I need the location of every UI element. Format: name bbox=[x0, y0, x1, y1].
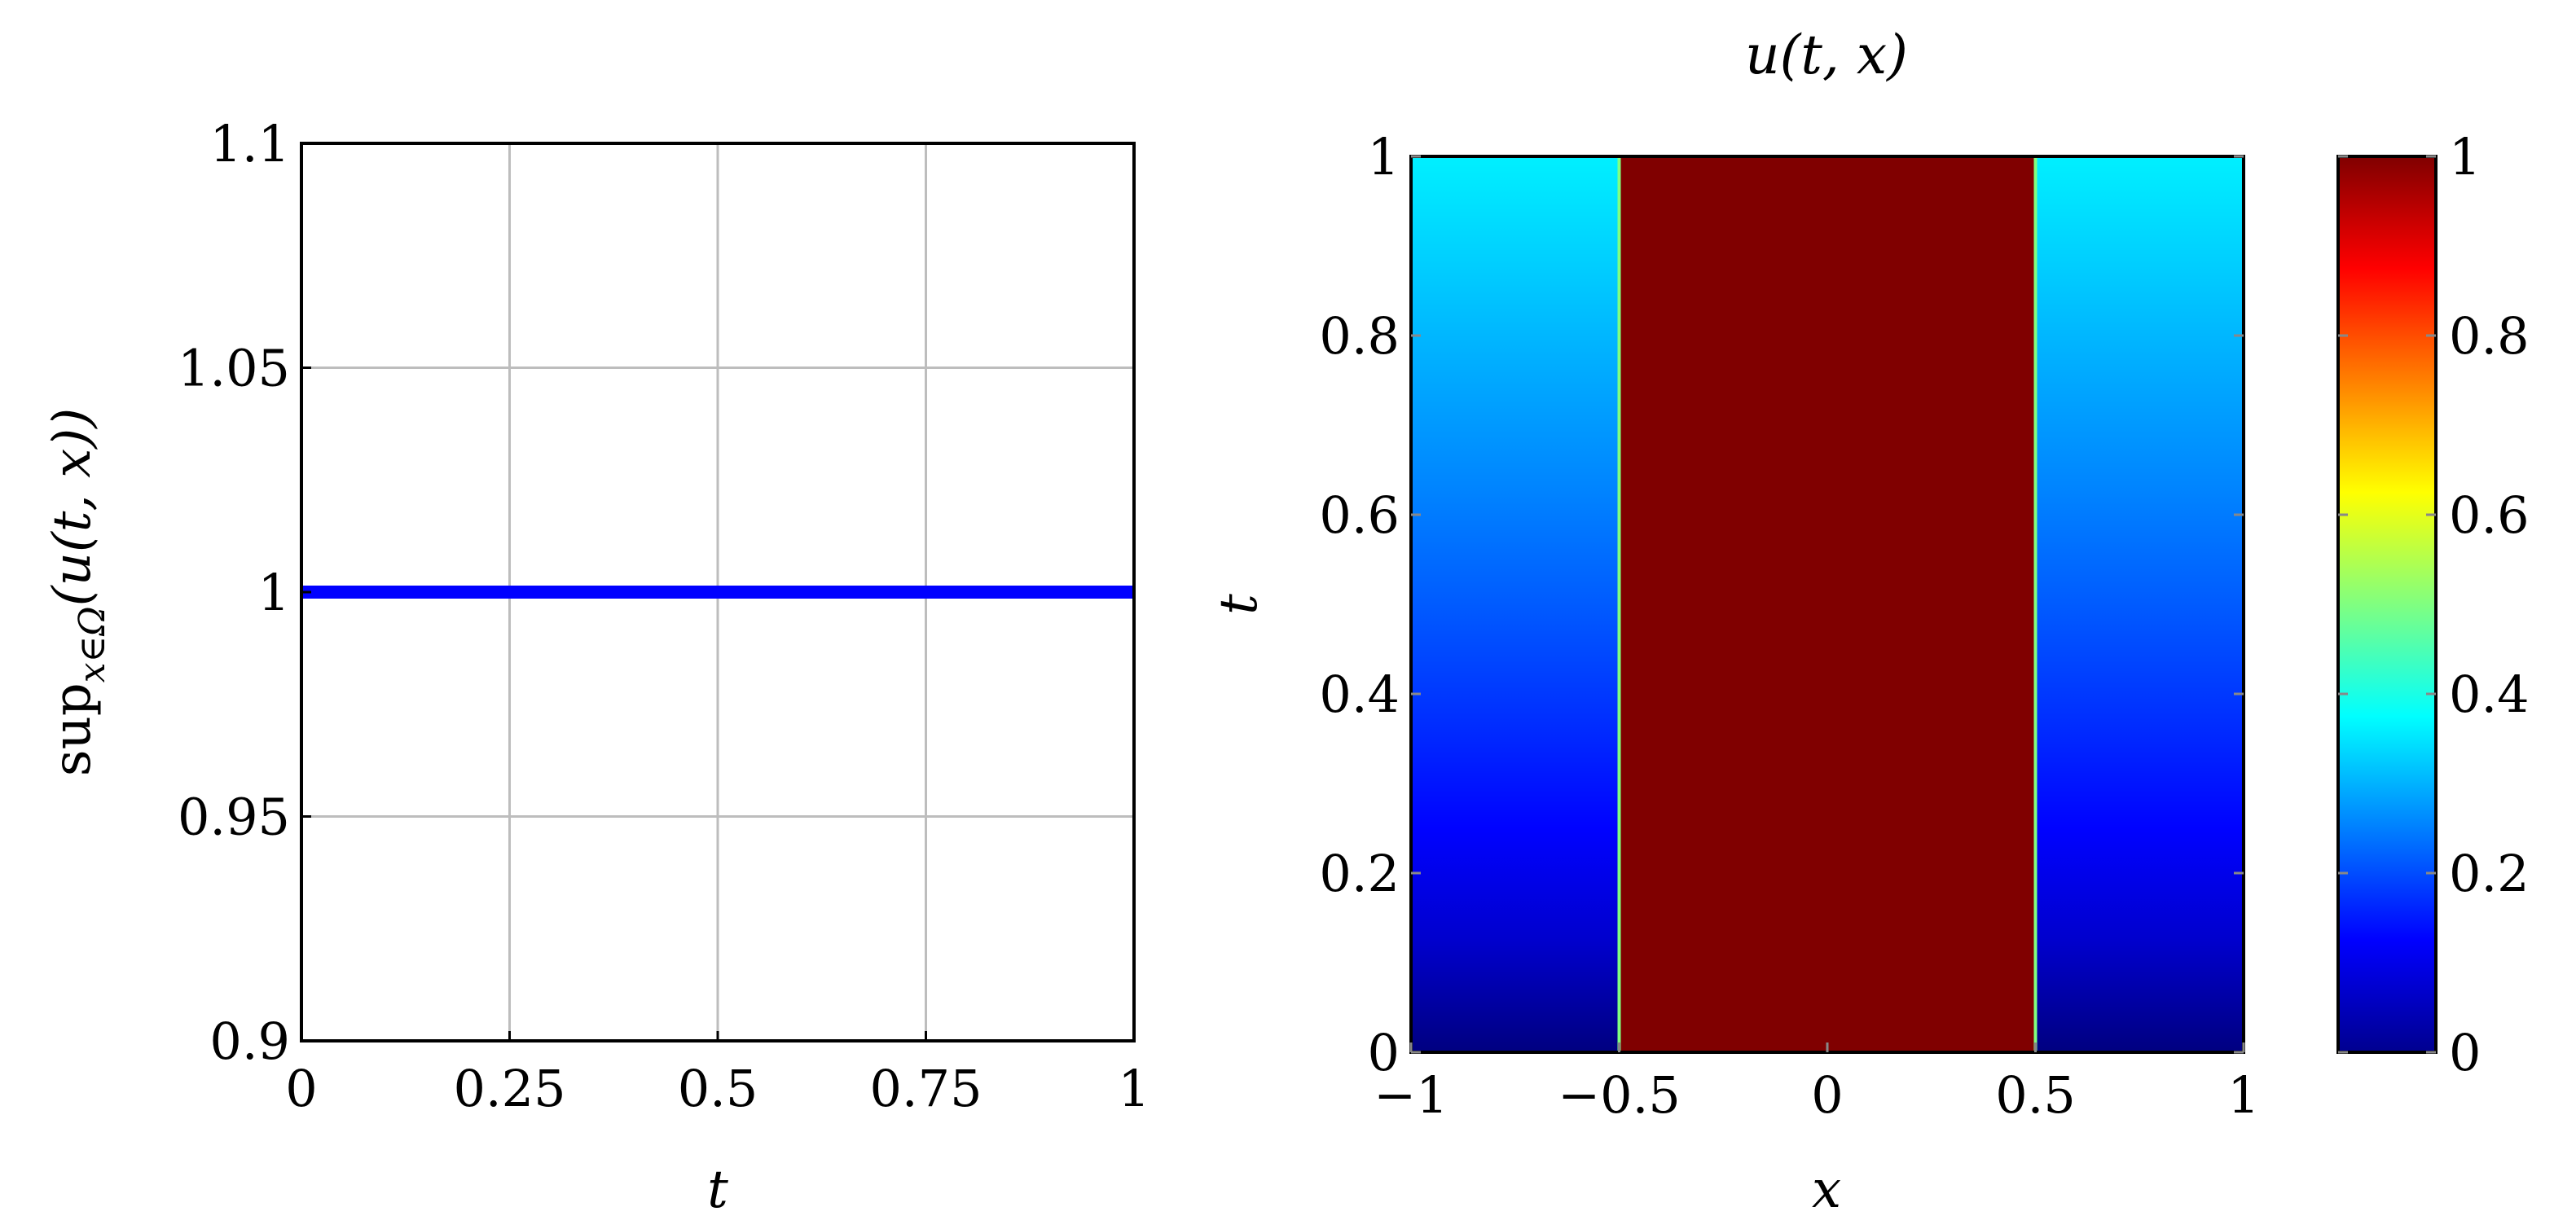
y-label-sup: sup bbox=[42, 683, 103, 776]
y-tick-label: 0.9 bbox=[209, 1012, 290, 1071]
heatmap-cells bbox=[1411, 156, 2244, 1052]
heatmap-x-tick-label: −1 bbox=[1374, 1065, 1448, 1125]
heatmap-region bbox=[1411, 156, 1620, 1052]
colorbar-tick-label: 1 bbox=[2449, 127, 2481, 187]
heatmap-y-tick-label: 0.2 bbox=[1319, 844, 1400, 903]
heatmap-chart: u(t, x) −1 −0.5 0 0.5 100.20.40.60.81 x t 00… bbox=[1209, 24, 2530, 1220]
colorbar-tick-label: 0.4 bbox=[2449, 665, 2530, 724]
heatmap-y-label: t bbox=[1209, 594, 1269, 615]
heatmap-region bbox=[2035, 156, 2244, 1052]
y-label-tail: (u(t, x)) bbox=[42, 408, 103, 607]
heatmap-y-tick-label: 0.6 bbox=[1319, 485, 1400, 545]
heatmap-title: u(t, x) bbox=[1745, 24, 1908, 86]
colorbar bbox=[2338, 156, 2436, 1052]
heatmap-x-tick-label: 0 bbox=[1811, 1065, 1843, 1125]
heatmap-y-tick-label: 0 bbox=[1368, 1023, 1400, 1082]
heatmap-x-tick-label: 0.5 bbox=[1995, 1065, 2076, 1125]
colorbar-tick-label: 0.6 bbox=[2449, 485, 2530, 545]
colorbar-tick-label: 0 bbox=[2449, 1023, 2481, 1082]
x-tick-label: 1 bbox=[1118, 1059, 1150, 1118]
line-chart-ticks: 0 0.25 0.5 0.75 1 0.9 0.95 1 1.05 1.1 bbox=[178, 114, 1150, 1118]
heatmap-x-tick-label: −0.5 bbox=[1558, 1065, 1681, 1125]
y-tick-label: 1.1 bbox=[209, 114, 290, 173]
colorbar-gradient bbox=[2338, 156, 2436, 1052]
heatmap-y-tick-label: 0.4 bbox=[1319, 665, 1400, 724]
line-chart-x-label: t bbox=[707, 1160, 728, 1220]
colorbar-frame bbox=[2336, 155, 2438, 1054]
colorbar-ticks: 0 0.2 0.4 0.6 0.8 1 bbox=[2338, 127, 2530, 1082]
y-label-subscript: x∈Ω bbox=[72, 606, 113, 683]
line-chart: 0 0.25 0.5 0.75 1 0.9 0.95 1 1.05 1.1 t supx∈Ω(u(… bbox=[42, 114, 1150, 1220]
line-chart-y-label: supx∈Ω(u(t, x)) bbox=[42, 408, 113, 777]
heatmap-region bbox=[1619, 156, 2036, 1052]
x-tick-label: 0.5 bbox=[678, 1059, 758, 1118]
heatmap-x-tick-label: 1 bbox=[2227, 1065, 2259, 1125]
heatmap-ticks: −1 −0.5 0 0.5 1 0 0.2 0.4 0.6 0.8 1 bbox=[1319, 127, 2259, 1125]
x-tick-label: 0.75 bbox=[869, 1059, 982, 1118]
colorbar-tick-label: 0.2 bbox=[2449, 844, 2530, 903]
colorbar-tick-label: 0.8 bbox=[2449, 306, 2530, 366]
y-tick-label: 1 bbox=[258, 563, 290, 622]
heatmap-y-tick-label: 0.8 bbox=[1319, 306, 1400, 366]
heatmap-x-label: x bbox=[1812, 1160, 1841, 1220]
x-tick-label: 0 bbox=[285, 1059, 317, 1118]
y-tick-label: 0.95 bbox=[178, 788, 290, 847]
y-tick-label: 1.05 bbox=[178, 339, 290, 398]
x-tick-label: 0.25 bbox=[453, 1059, 565, 1118]
heatmap-y-tick-label: 1 bbox=[1368, 127, 1400, 187]
